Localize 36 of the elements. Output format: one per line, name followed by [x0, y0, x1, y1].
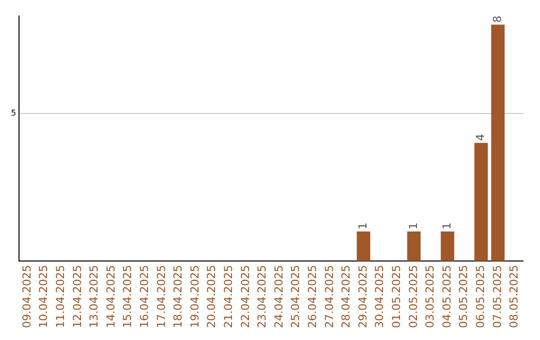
x-tick-label: 19.04.2025	[188, 265, 202, 328]
x-tick-label: 01.05.2025	[390, 265, 403, 328]
data-label: 1	[406, 222, 420, 230]
x-tick-label: 15.04.2025	[121, 265, 134, 328]
data-label: 1	[440, 222, 454, 230]
x-tick-label: 04.05.2025	[440, 265, 454, 328]
x-tick-label: 14.04.2025	[104, 265, 118, 328]
x-tick-label: 18.04.2025	[172, 265, 185, 328]
x-tick-label: 29.04.2025	[356, 265, 370, 328]
x-tick-label: 02.05.2025	[406, 265, 420, 328]
x-tick-label: 17.04.2025	[154, 265, 168, 328]
x-tick-label: 21.04.2025	[222, 265, 235, 328]
x-tick-label: 22.04.2025	[238, 265, 252, 328]
data-label: 1	[356, 222, 370, 230]
data-label: 8	[490, 16, 504, 23]
x-tick-label: 24.04.2025	[272, 265, 286, 328]
x-tick-label: 09.04.2025	[20, 265, 34, 328]
y-tick-label: 5	[10, 108, 16, 118]
x-tick-label: 08.05.2025	[508, 265, 521, 328]
x-tick-label: 30.04.2025	[373, 265, 386, 328]
x-tick-label: 03.05.2025	[424, 265, 437, 328]
x-tick-label: 27.04.2025	[322, 265, 336, 328]
x-tick-label: 11.04.2025	[54, 265, 67, 328]
x-tick-label: 13.04.2025	[88, 265, 101, 328]
x-tick-label: 23.04.2025	[256, 265, 269, 328]
x-tick-label: 06.05.2025	[474, 265, 487, 328]
x-tick-label: 10.04.2025	[37, 265, 50, 328]
x-tick-label: 16.04.2025	[138, 265, 151, 328]
data-label: 4	[474, 134, 487, 141]
x-tick-label: 05.05.2025	[457, 265, 470, 328]
x-tick-label: 28.04.2025	[340, 265, 353, 328]
x-tick-label: 25.04.2025	[289, 265, 302, 328]
x-tick-label: 07.05.2025	[490, 265, 504, 328]
x-tick-label: 12.04.2025	[70, 265, 84, 328]
x-tick-label: 26.04.2025	[306, 265, 319, 328]
x-tick-label: 20.04.2025	[205, 265, 218, 328]
